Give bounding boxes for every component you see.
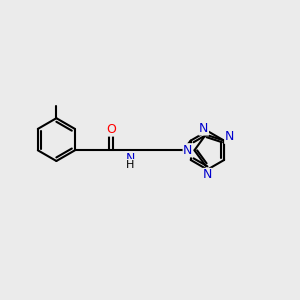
Text: H: H [126, 160, 134, 170]
Text: N: N [203, 169, 212, 182]
Text: N: N [225, 130, 234, 143]
Text: N: N [125, 152, 135, 165]
Text: N: N [183, 144, 193, 157]
Text: N: N [199, 122, 208, 135]
Text: O: O [106, 123, 116, 136]
